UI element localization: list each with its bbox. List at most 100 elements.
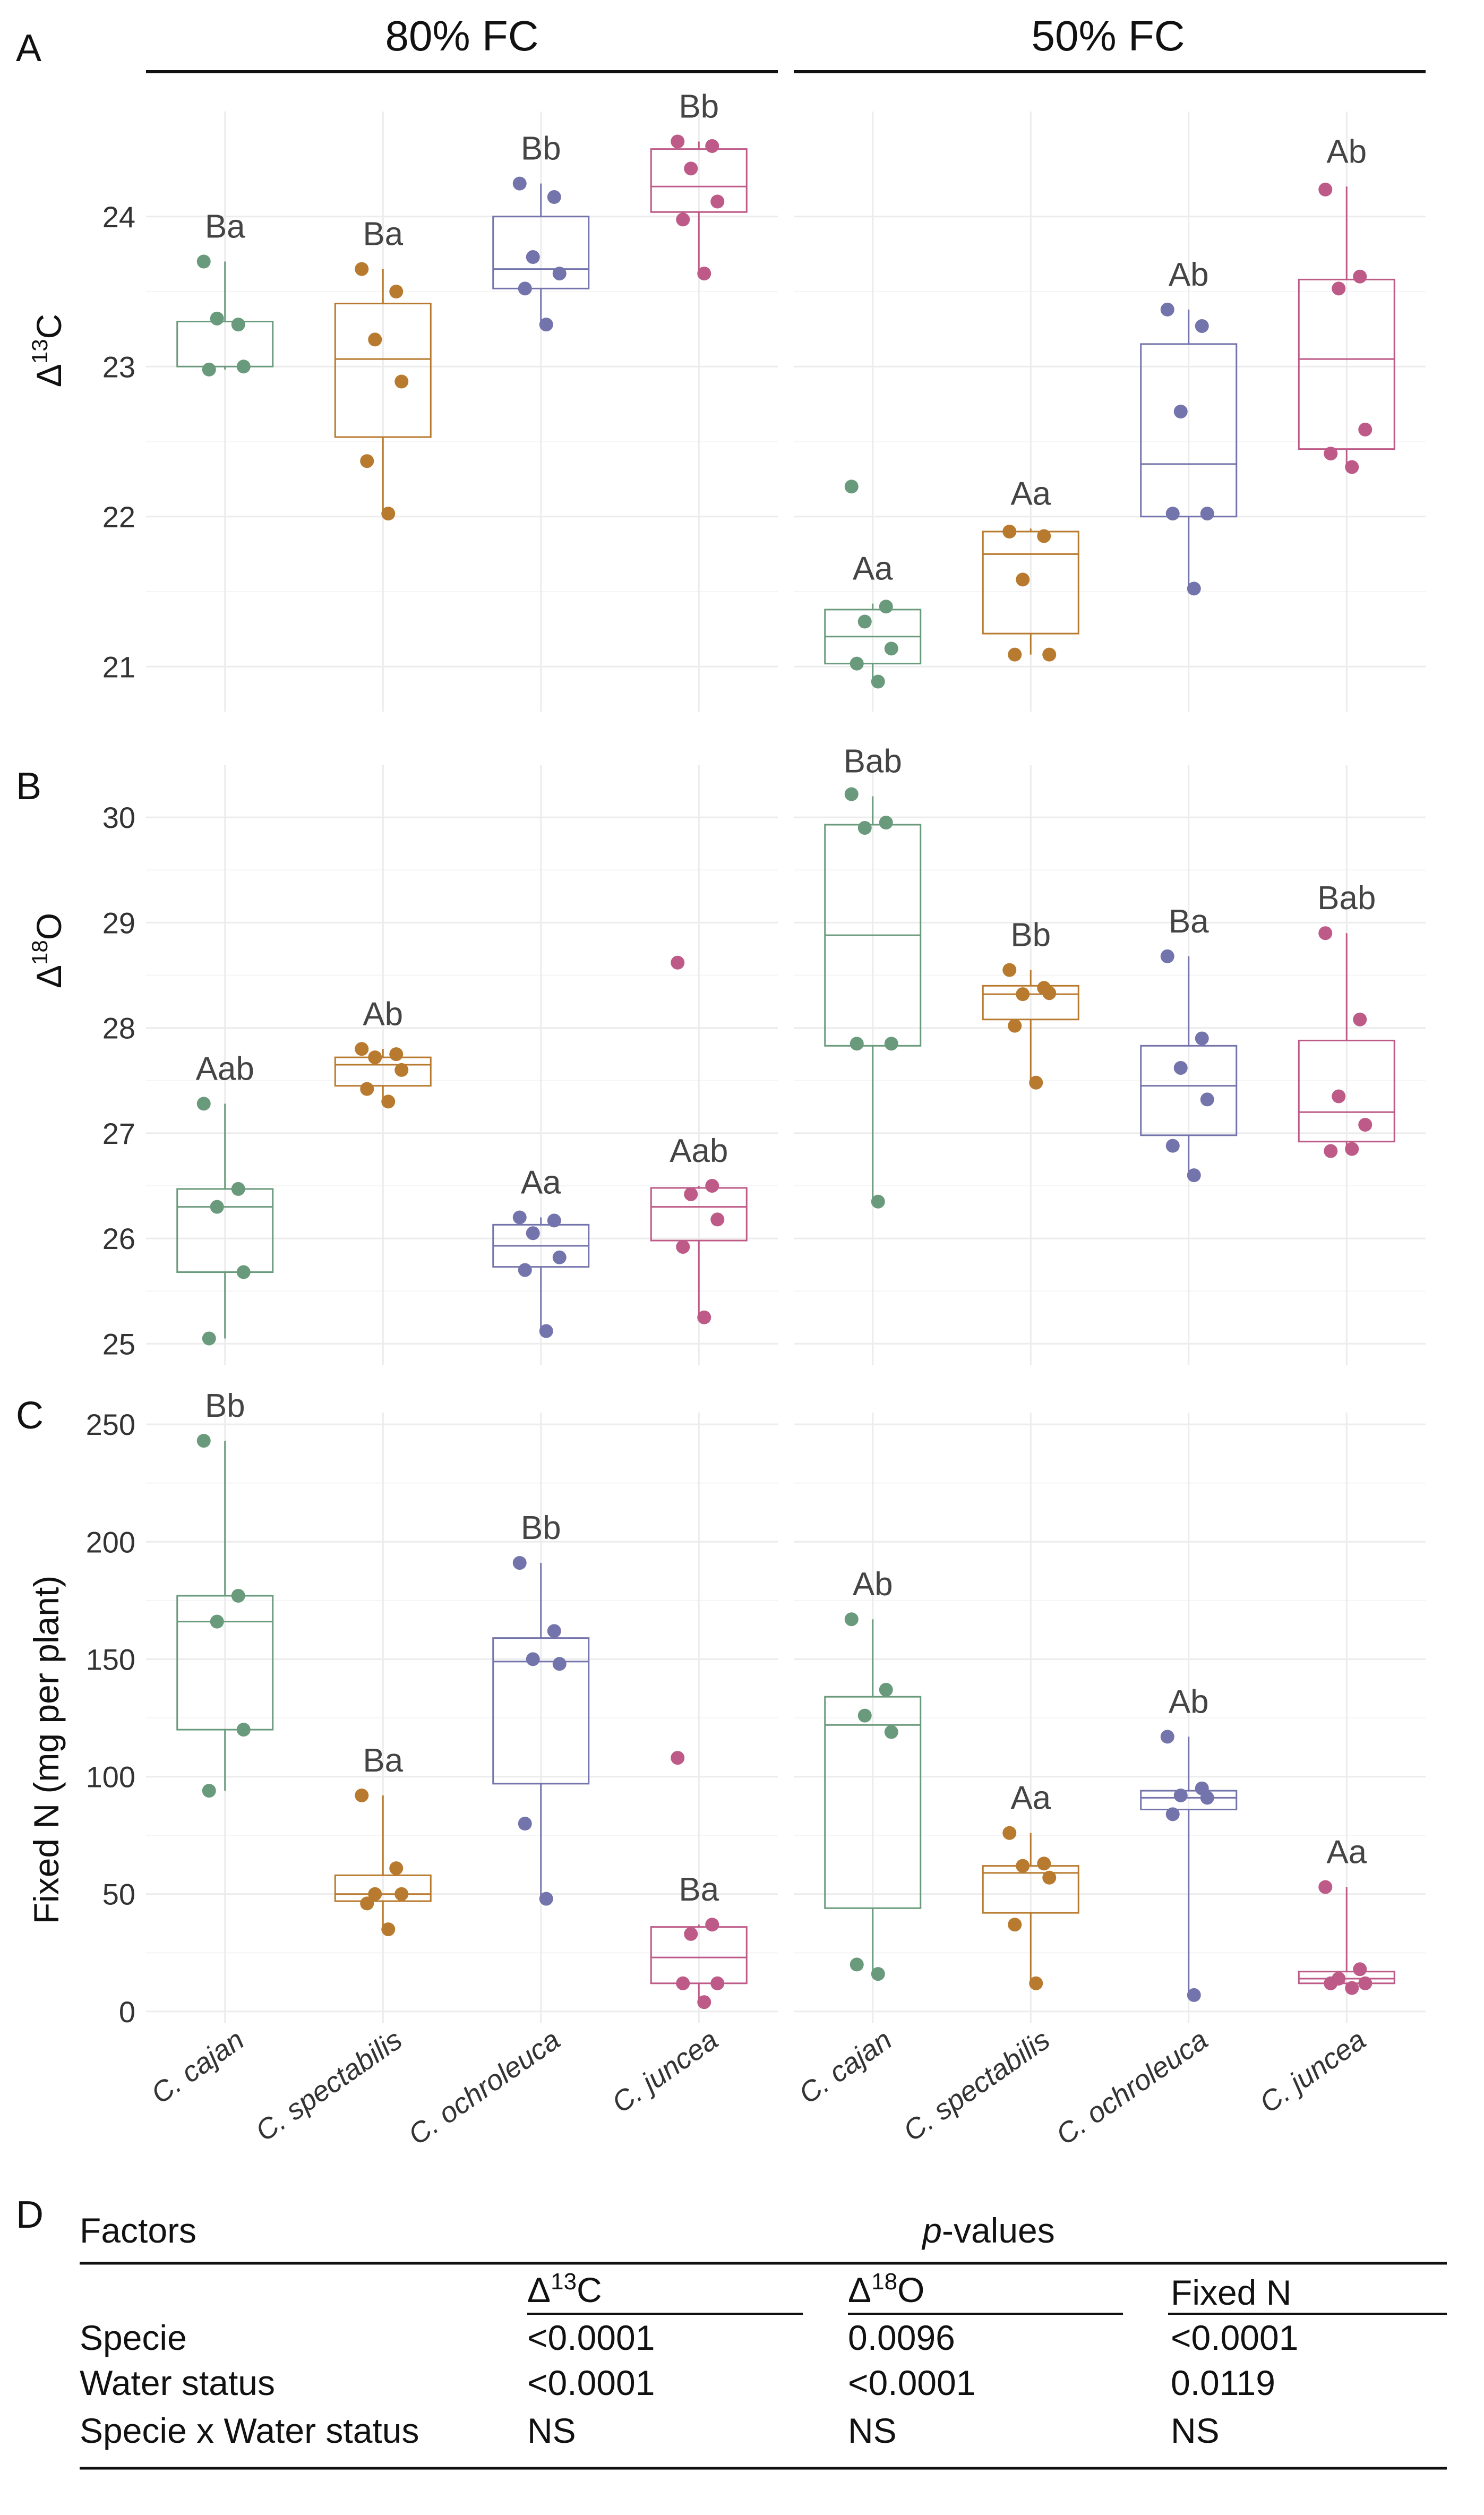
y-tick-label: 30 bbox=[102, 801, 135, 834]
box bbox=[1140, 1790, 1238, 1811]
y-tick-label: 150 bbox=[86, 1643, 135, 1676]
data-point bbox=[879, 816, 893, 830]
box bbox=[982, 1865, 1079, 1914]
data-point bbox=[1358, 1118, 1373, 1132]
data-point bbox=[1173, 1788, 1188, 1802]
data-point bbox=[1318, 926, 1333, 940]
panel-B: 25 26 27 28 29 30 Aab Ab Aa Aab Bab Bb Ba Bab bbox=[102, 743, 1426, 1365]
significance-label: Bb bbox=[679, 89, 719, 125]
y-tick-label: 22 bbox=[102, 500, 135, 534]
data-point bbox=[526, 250, 540, 264]
x-category-label: C. spectabilis bbox=[250, 2024, 408, 2148]
y-tick-label: 200 bbox=[86, 1525, 135, 1559]
box bbox=[1140, 343, 1238, 518]
data-point bbox=[381, 1094, 396, 1109]
data-point bbox=[394, 374, 409, 389]
data-point bbox=[1345, 1981, 1359, 1995]
data-point bbox=[202, 1784, 216, 1798]
box-group: Ab bbox=[1140, 1683, 1238, 2002]
data-point bbox=[871, 674, 885, 689]
data-point bbox=[884, 1037, 898, 1051]
data-point bbox=[210, 311, 224, 326]
significance-label: Ab bbox=[1326, 133, 1367, 170]
data-point bbox=[355, 1788, 369, 1802]
data-point bbox=[857, 1708, 872, 1723]
data-point bbox=[1165, 507, 1180, 521]
data-point bbox=[1200, 1092, 1214, 1107]
table-row-factor: Specie bbox=[80, 2318, 187, 2357]
box bbox=[176, 1595, 274, 1731]
data-point bbox=[1195, 319, 1209, 333]
data-point bbox=[1324, 447, 1338, 461]
panel-letter-c: C bbox=[16, 1395, 44, 1437]
significance-label: Ba bbox=[679, 1871, 719, 1908]
data-point bbox=[231, 1589, 245, 1603]
panel-letter-a: A bbox=[16, 27, 41, 70]
significance-label: Bb bbox=[205, 1388, 245, 1424]
data-point bbox=[512, 1210, 527, 1225]
data-point bbox=[1187, 581, 1201, 596]
significance-label: Aa bbox=[521, 1164, 561, 1201]
data-point bbox=[231, 318, 245, 332]
box-group: Ba bbox=[650, 1751, 748, 2009]
data-point bbox=[710, 194, 725, 209]
facet-title-left: 80% FC bbox=[385, 12, 539, 59]
data-point bbox=[381, 507, 396, 521]
data-point bbox=[710, 1976, 725, 1990]
data-point bbox=[1037, 529, 1051, 543]
x-category-label: C. cajan bbox=[793, 2024, 898, 2110]
box-group: Ab bbox=[334, 996, 432, 1109]
y-axis-title-c: Fixed N (mg per plant) bbox=[27, 1576, 66, 1924]
y-tick-label: 25 bbox=[102, 1327, 135, 1361]
data-point bbox=[1200, 1791, 1214, 1805]
box-group: Bb bbox=[982, 917, 1079, 1090]
box bbox=[982, 985, 1079, 1021]
data-point bbox=[1187, 1988, 1201, 2002]
data-point bbox=[196, 1434, 211, 1448]
data-point bbox=[1160, 302, 1174, 316]
data-point bbox=[1037, 1857, 1051, 1871]
table-col-header-d18o: Δ18O bbox=[848, 2269, 924, 2309]
box bbox=[492, 1637, 590, 1785]
data-point bbox=[1187, 1168, 1201, 1183]
box bbox=[650, 148, 748, 213]
data-point bbox=[671, 955, 685, 970]
y-axis-title-a: Δ13C bbox=[27, 314, 68, 387]
data-point bbox=[879, 600, 893, 614]
x-category-label: C. spectabilis bbox=[898, 2024, 1056, 2148]
significance-label: Aa bbox=[1010, 475, 1051, 512]
y-tick-label: 27 bbox=[102, 1117, 135, 1150]
data-point bbox=[518, 281, 532, 296]
data-point bbox=[368, 1050, 382, 1065]
y-tick-label: 50 bbox=[102, 1878, 135, 1911]
data-point bbox=[210, 1200, 224, 1214]
data-point bbox=[879, 1682, 893, 1697]
data-point bbox=[552, 267, 567, 281]
data-point bbox=[539, 1892, 553, 1906]
table-cell: <0.0001 bbox=[848, 2363, 975, 2402]
data-point bbox=[710, 1212, 725, 1227]
significance-label: Aa bbox=[1010, 1780, 1051, 1817]
y-tick-label: 26 bbox=[102, 1222, 135, 1255]
data-point bbox=[1165, 1807, 1180, 1821]
data-point bbox=[202, 362, 216, 377]
data-point bbox=[231, 1182, 245, 1196]
box bbox=[650, 1187, 748, 1242]
panel-letter-d: D bbox=[16, 2194, 44, 2236]
data-point bbox=[539, 318, 553, 332]
box bbox=[1298, 1039, 1395, 1143]
significance-label: Ab bbox=[1169, 256, 1209, 293]
box-group: Bb bbox=[492, 131, 590, 332]
data-point bbox=[684, 161, 698, 176]
data-point bbox=[196, 1097, 211, 1111]
data-point bbox=[676, 1239, 690, 1254]
data-point bbox=[671, 134, 685, 149]
table-col-header-d13c: Δ13C bbox=[527, 2269, 602, 2309]
data-point bbox=[202, 1331, 216, 1346]
data-point bbox=[1345, 1142, 1359, 1156]
y-tick-label: 29 bbox=[102, 906, 135, 939]
data-point bbox=[850, 656, 864, 671]
box bbox=[334, 303, 432, 438]
x-category-label: C. ochroleuca bbox=[1050, 2024, 1213, 2151]
data-point bbox=[1353, 1962, 1367, 1977]
